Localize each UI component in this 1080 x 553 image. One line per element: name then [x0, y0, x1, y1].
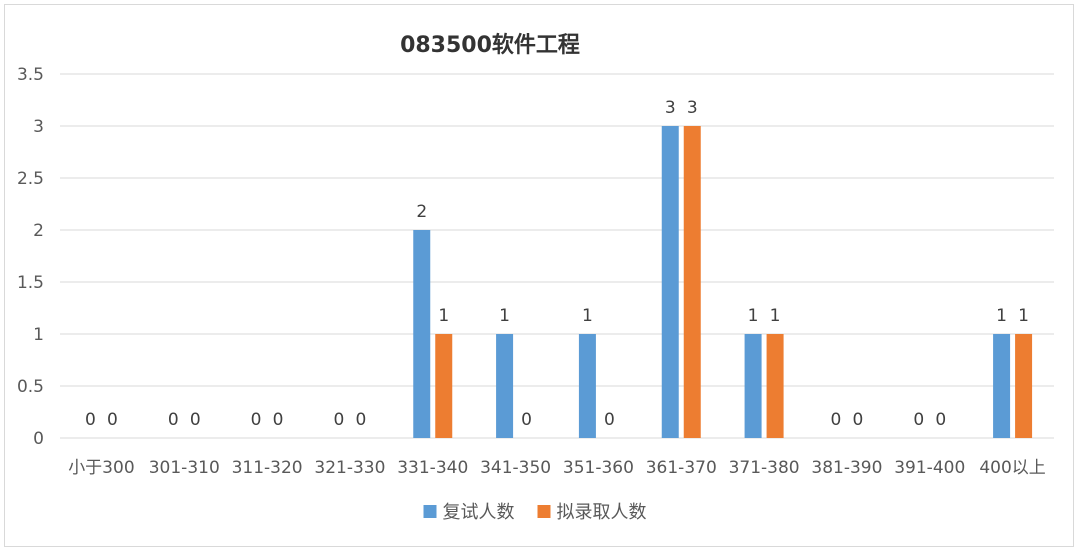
- bar-admitted: [435, 334, 453, 438]
- x-tick-label: 321-330: [314, 458, 385, 478]
- y-tick-label: 0.5: [17, 377, 44, 397]
- x-tick-label: 361-370: [646, 458, 717, 478]
- data-label: 3: [687, 98, 698, 118]
- chart-title: 083500软件工程: [400, 32, 580, 58]
- x-axis-ticks: 小于300 301-310 311-320 321-330 331-340 341-350…: [68, 458, 1046, 478]
- bar-retest: [744, 334, 762, 438]
- bar-retest: [993, 334, 1011, 438]
- legend-label: 拟录取人数: [557, 502, 647, 523]
- y-axis-ticks: 0 0.5 1 1.5 2 2.5 3 3.5: [17, 65, 44, 449]
- y-tick-label: 1: [33, 325, 44, 345]
- legend-swatch: [537, 505, 551, 518]
- legend-swatch: [423, 505, 437, 518]
- bar-retest: [578, 334, 596, 438]
- data-label: 1: [1018, 306, 1029, 326]
- y-tick-label: 3: [33, 117, 44, 137]
- data-label: 1: [582, 306, 593, 326]
- y-tick-label: 0: [33, 429, 44, 449]
- x-tick-label: 331-340: [397, 458, 468, 478]
- x-tick-label: 小于300: [68, 458, 134, 478]
- x-tick-label: 301-310: [149, 458, 220, 478]
- data-label: 0: [521, 410, 532, 430]
- x-tick-label: 391-400: [894, 458, 965, 478]
- data-label: 0: [168, 410, 179, 430]
- chart-frame: [4, 4, 1074, 547]
- x-tick-label: 351-360: [563, 458, 634, 478]
- data-label: 1: [438, 306, 449, 326]
- data-label: 0: [831, 410, 842, 430]
- x-tick-label: 400以上: [979, 458, 1045, 478]
- data-label: 3: [665, 98, 676, 118]
- gridlines: [60, 73, 1054, 439]
- x-tick-label: 311-320: [232, 458, 303, 478]
- x-tick-label: 381-390: [811, 458, 882, 478]
- x-tick-label: 371-380: [729, 458, 800, 478]
- data-label: 0: [853, 410, 864, 430]
- data-label: 0: [334, 410, 345, 430]
- data-label: 0: [356, 410, 367, 430]
- data-label: 0: [273, 410, 284, 430]
- bar-admitted: [683, 126, 701, 438]
- y-tick-label: 2: [33, 221, 44, 241]
- data-label: 1: [748, 306, 759, 326]
- data-label: 0: [190, 410, 201, 430]
- bar-retest: [496, 334, 514, 438]
- x-tick-label: 341-350: [480, 458, 551, 478]
- y-tick-label: 2.5: [17, 169, 44, 189]
- bar-admitted: [766, 334, 784, 438]
- legend: 复试人数 拟录取人数: [423, 502, 647, 523]
- data-label: 0: [251, 410, 262, 430]
- bar-retest: [661, 126, 679, 438]
- data-label: 0: [85, 410, 96, 430]
- data-label: 0: [107, 410, 118, 430]
- data-label: 2: [416, 202, 427, 222]
- bars: [413, 126, 1033, 438]
- y-tick-label: 3.5: [17, 65, 44, 85]
- data-label: 1: [770, 306, 781, 326]
- bar-retest: [413, 230, 431, 438]
- y-tick-label: 1.5: [17, 273, 44, 293]
- data-label: 1: [996, 306, 1007, 326]
- legend-label: 复试人数: [443, 502, 515, 523]
- data-label: 1: [499, 306, 510, 326]
- data-label: 0: [913, 410, 924, 430]
- data-label: 0: [604, 410, 615, 430]
- bar-admitted: [1015, 334, 1033, 438]
- data-label: 0: [935, 410, 946, 430]
